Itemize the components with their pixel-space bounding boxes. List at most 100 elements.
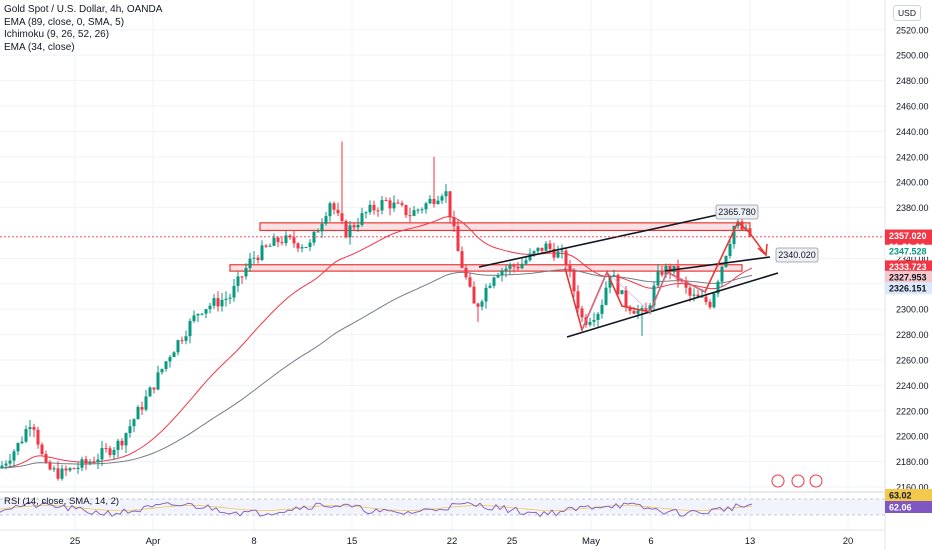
candle-body <box>16 443 20 452</box>
x-tick-label: May <box>582 536 600 547</box>
candle-body <box>404 204 408 216</box>
candle-body <box>244 268 248 277</box>
level-a-price-label: 2333.723 <box>889 262 927 272</box>
candle-body <box>176 340 180 353</box>
candle-body <box>528 253 532 261</box>
ema-89-line <box>0 269 753 469</box>
y-tick-label: 2440.00 <box>896 127 929 137</box>
moving-averages <box>0 216 753 469</box>
candle-body <box>344 220 348 238</box>
x-tick-label: 6 <box>648 536 653 547</box>
candle-body <box>84 459 88 464</box>
candle-body <box>96 459 100 463</box>
candle-body <box>376 210 380 212</box>
candle-body <box>156 372 160 390</box>
legend-ema-89[interactable]: EMA (89, close, 0, SMA, 5) <box>4 16 125 28</box>
candle-body <box>400 203 404 205</box>
candle-body <box>252 257 256 259</box>
x-tick-label: 20 <box>843 536 854 547</box>
y-tick-label: 2340.00 <box>896 254 929 264</box>
candle-body <box>604 287 608 305</box>
candle-body <box>580 308 584 318</box>
candle-body <box>424 203 428 210</box>
candle-body <box>204 309 208 314</box>
drawing-annotations: 2365.780 2340.020 <box>0 204 885 488</box>
candle-body <box>152 387 156 390</box>
candle-body <box>452 217 456 227</box>
candle-body <box>420 209 424 211</box>
candle-body <box>548 243 552 249</box>
candle-body <box>60 468 64 479</box>
candle-body <box>460 251 464 268</box>
currency-button[interactable]: USD <box>893 5 921 21</box>
candle-body <box>428 198 432 204</box>
candle-body <box>700 296 704 298</box>
candle-body <box>684 280 688 288</box>
candle-body <box>540 247 544 251</box>
candle-body <box>464 267 468 278</box>
x-tick-label: 22 <box>447 536 458 547</box>
candle-body <box>236 276 240 286</box>
candle-body <box>168 357 172 362</box>
candle-body <box>608 275 612 288</box>
candle-body <box>200 313 204 315</box>
y-tick-label: 2380.00 <box>896 203 929 213</box>
target-high-label-box <box>715 204 759 220</box>
rsi-legend[interactable]: RSI (14, close, SMA, 14, 2) <box>4 496 120 507</box>
candle-body <box>8 460 12 464</box>
x-tick-label: 13 <box>745 536 756 547</box>
candle-body <box>20 441 24 444</box>
candle-body <box>728 244 732 256</box>
candle-body <box>696 294 700 297</box>
candle-body <box>712 293 716 308</box>
candle-body <box>192 315 196 321</box>
x-tick-label: 25 <box>70 536 81 547</box>
last-price-label-bg <box>885 229 932 242</box>
candle-body <box>136 407 140 420</box>
candle-body <box>544 243 548 251</box>
candle-body <box>120 440 124 446</box>
candle-body <box>0 465 4 468</box>
candle-body <box>304 247 308 249</box>
candle-body <box>56 468 60 479</box>
candle-body <box>480 301 484 307</box>
candle-body <box>220 299 224 307</box>
candle-body <box>488 285 492 288</box>
candle-body <box>688 287 692 296</box>
candle-body <box>232 285 236 298</box>
candle-body <box>448 191 452 218</box>
candle-body <box>300 247 304 249</box>
candle-body <box>228 297 232 299</box>
candle-body <box>272 237 276 246</box>
y-tick-label: 2480.00 <box>896 76 929 86</box>
candle-body <box>64 468 68 471</box>
legend-ichimoku[interactable]: Ichimoku (9, 26, 52, 26) <box>4 29 110 40</box>
target-low-label: 2340.020 <box>778 250 816 260</box>
candle-body <box>296 243 300 249</box>
candle-body <box>524 260 528 264</box>
rsi-value-2-bg <box>885 501 932 513</box>
target-low-label-box <box>775 247 819 263</box>
candle-body <box>88 462 92 464</box>
candle-body <box>368 204 372 213</box>
candle-body <box>340 213 344 221</box>
candle-body <box>576 291 580 309</box>
x-tick-label: 8 <box>251 536 256 547</box>
candle-body <box>356 224 360 228</box>
candle-body <box>676 265 680 281</box>
legend-ema-34[interactable]: EMA (34, close) <box>4 41 75 53</box>
candle-body <box>384 200 388 202</box>
candle-body <box>616 274 620 295</box>
y-tick-label: 2300.00 <box>896 305 929 315</box>
candle-body <box>508 265 512 269</box>
candle-body <box>316 231 320 233</box>
candle-body <box>496 275 500 278</box>
candle-body <box>588 321 592 325</box>
candle-body <box>512 265 516 267</box>
y-tick-label: 2220.00 <box>896 406 929 416</box>
candle-body <box>40 444 44 455</box>
ema34-price-label-bg <box>885 244 932 257</box>
candle-body <box>44 454 48 463</box>
